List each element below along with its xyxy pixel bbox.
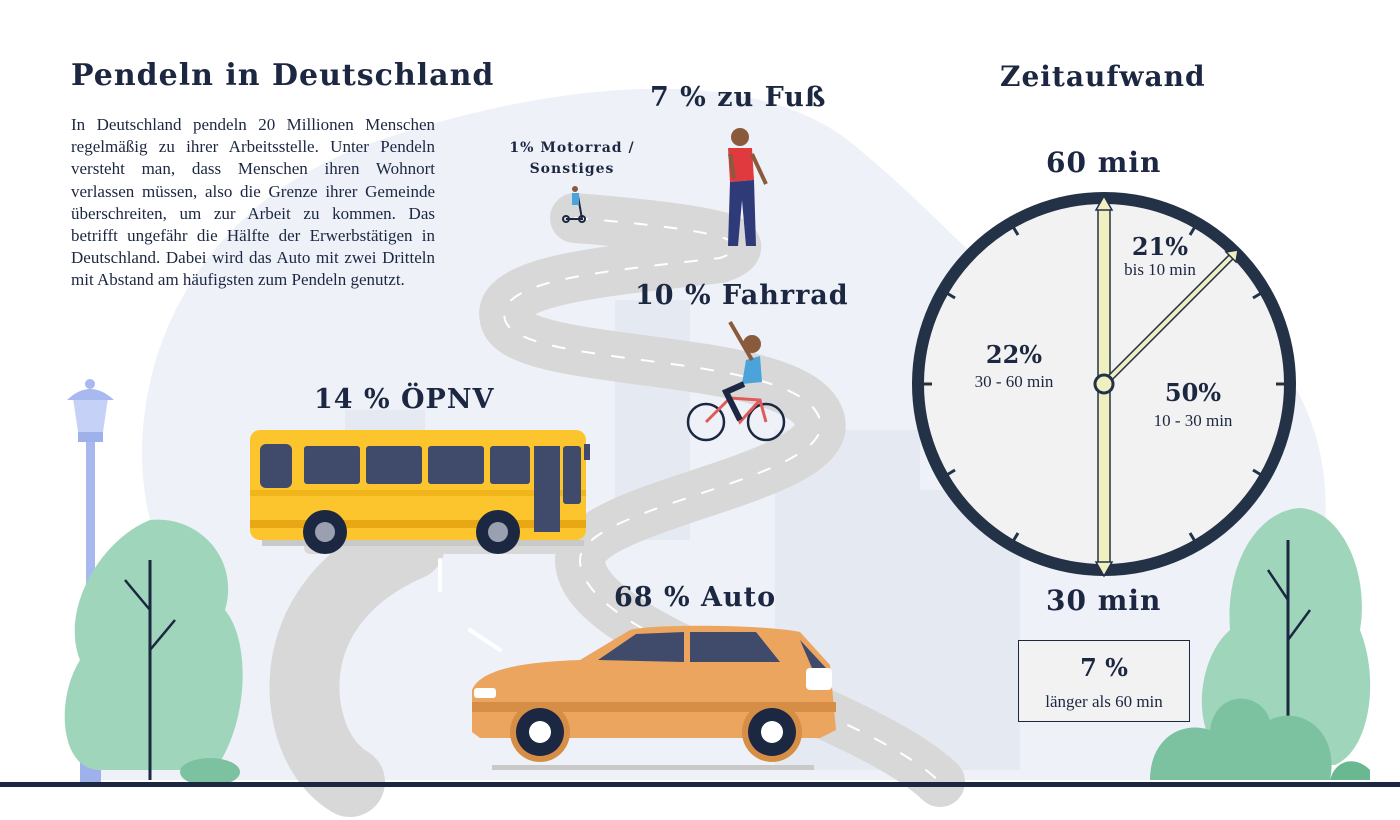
segment-label-30-60: 30 - 60 min — [974, 372, 1054, 391]
page-title: Pendeln in Deutschland — [71, 58, 495, 93]
segment-label-up-to-10: bis 10 min — [1124, 260, 1196, 279]
segment-pct-up-to-10: 21% — [1131, 232, 1189, 261]
clock-top-label: 60 min — [1046, 146, 1162, 179]
extra-time-pct: 7 % — [1080, 653, 1128, 682]
ground-line — [0, 782, 1400, 787]
clock — [912, 192, 1296, 578]
label-walk: 7 % zu Fuß — [650, 82, 827, 113]
label-motorcycle-line1: 1% Motorrad / — [509, 140, 635, 156]
label-bus: 14 % ÖPNV — [314, 384, 495, 415]
segment-label-10-30: 10 - 30 min — [1153, 411, 1233, 430]
scooter-illustration — [562, 186, 586, 223]
label-bike: 10 % Fahrrad — [635, 280, 849, 311]
left-tree — [64, 519, 243, 786]
bus-illustration — [250, 430, 590, 554]
walker-illustration — [728, 128, 768, 246]
extra-time-box: 7 % länger als 60 min — [1018, 640, 1190, 722]
extra-time-label: länger als 60 min — [1045, 692, 1163, 711]
label-car: 68 % Auto — [614, 582, 777, 613]
label-motorcycle: 1% Motorrad / Sonstiges — [496, 138, 648, 180]
car-illustration — [472, 625, 836, 770]
cyclist-illustration — [686, 320, 786, 442]
segment-pct-30-60: 22% — [985, 340, 1043, 369]
clock-bottom-label: 30 min — [1046, 584, 1162, 617]
label-motorcycle-line2: Sonstiges — [529, 161, 615, 177]
right-bush — [1150, 698, 1370, 780]
time-title: Zeitaufwand — [1000, 60, 1206, 93]
intro-paragraph: In Deutschland pendeln 20 Millionen Mens… — [71, 115, 435, 290]
segment-pct-10-30: 50% — [1164, 378, 1222, 407]
